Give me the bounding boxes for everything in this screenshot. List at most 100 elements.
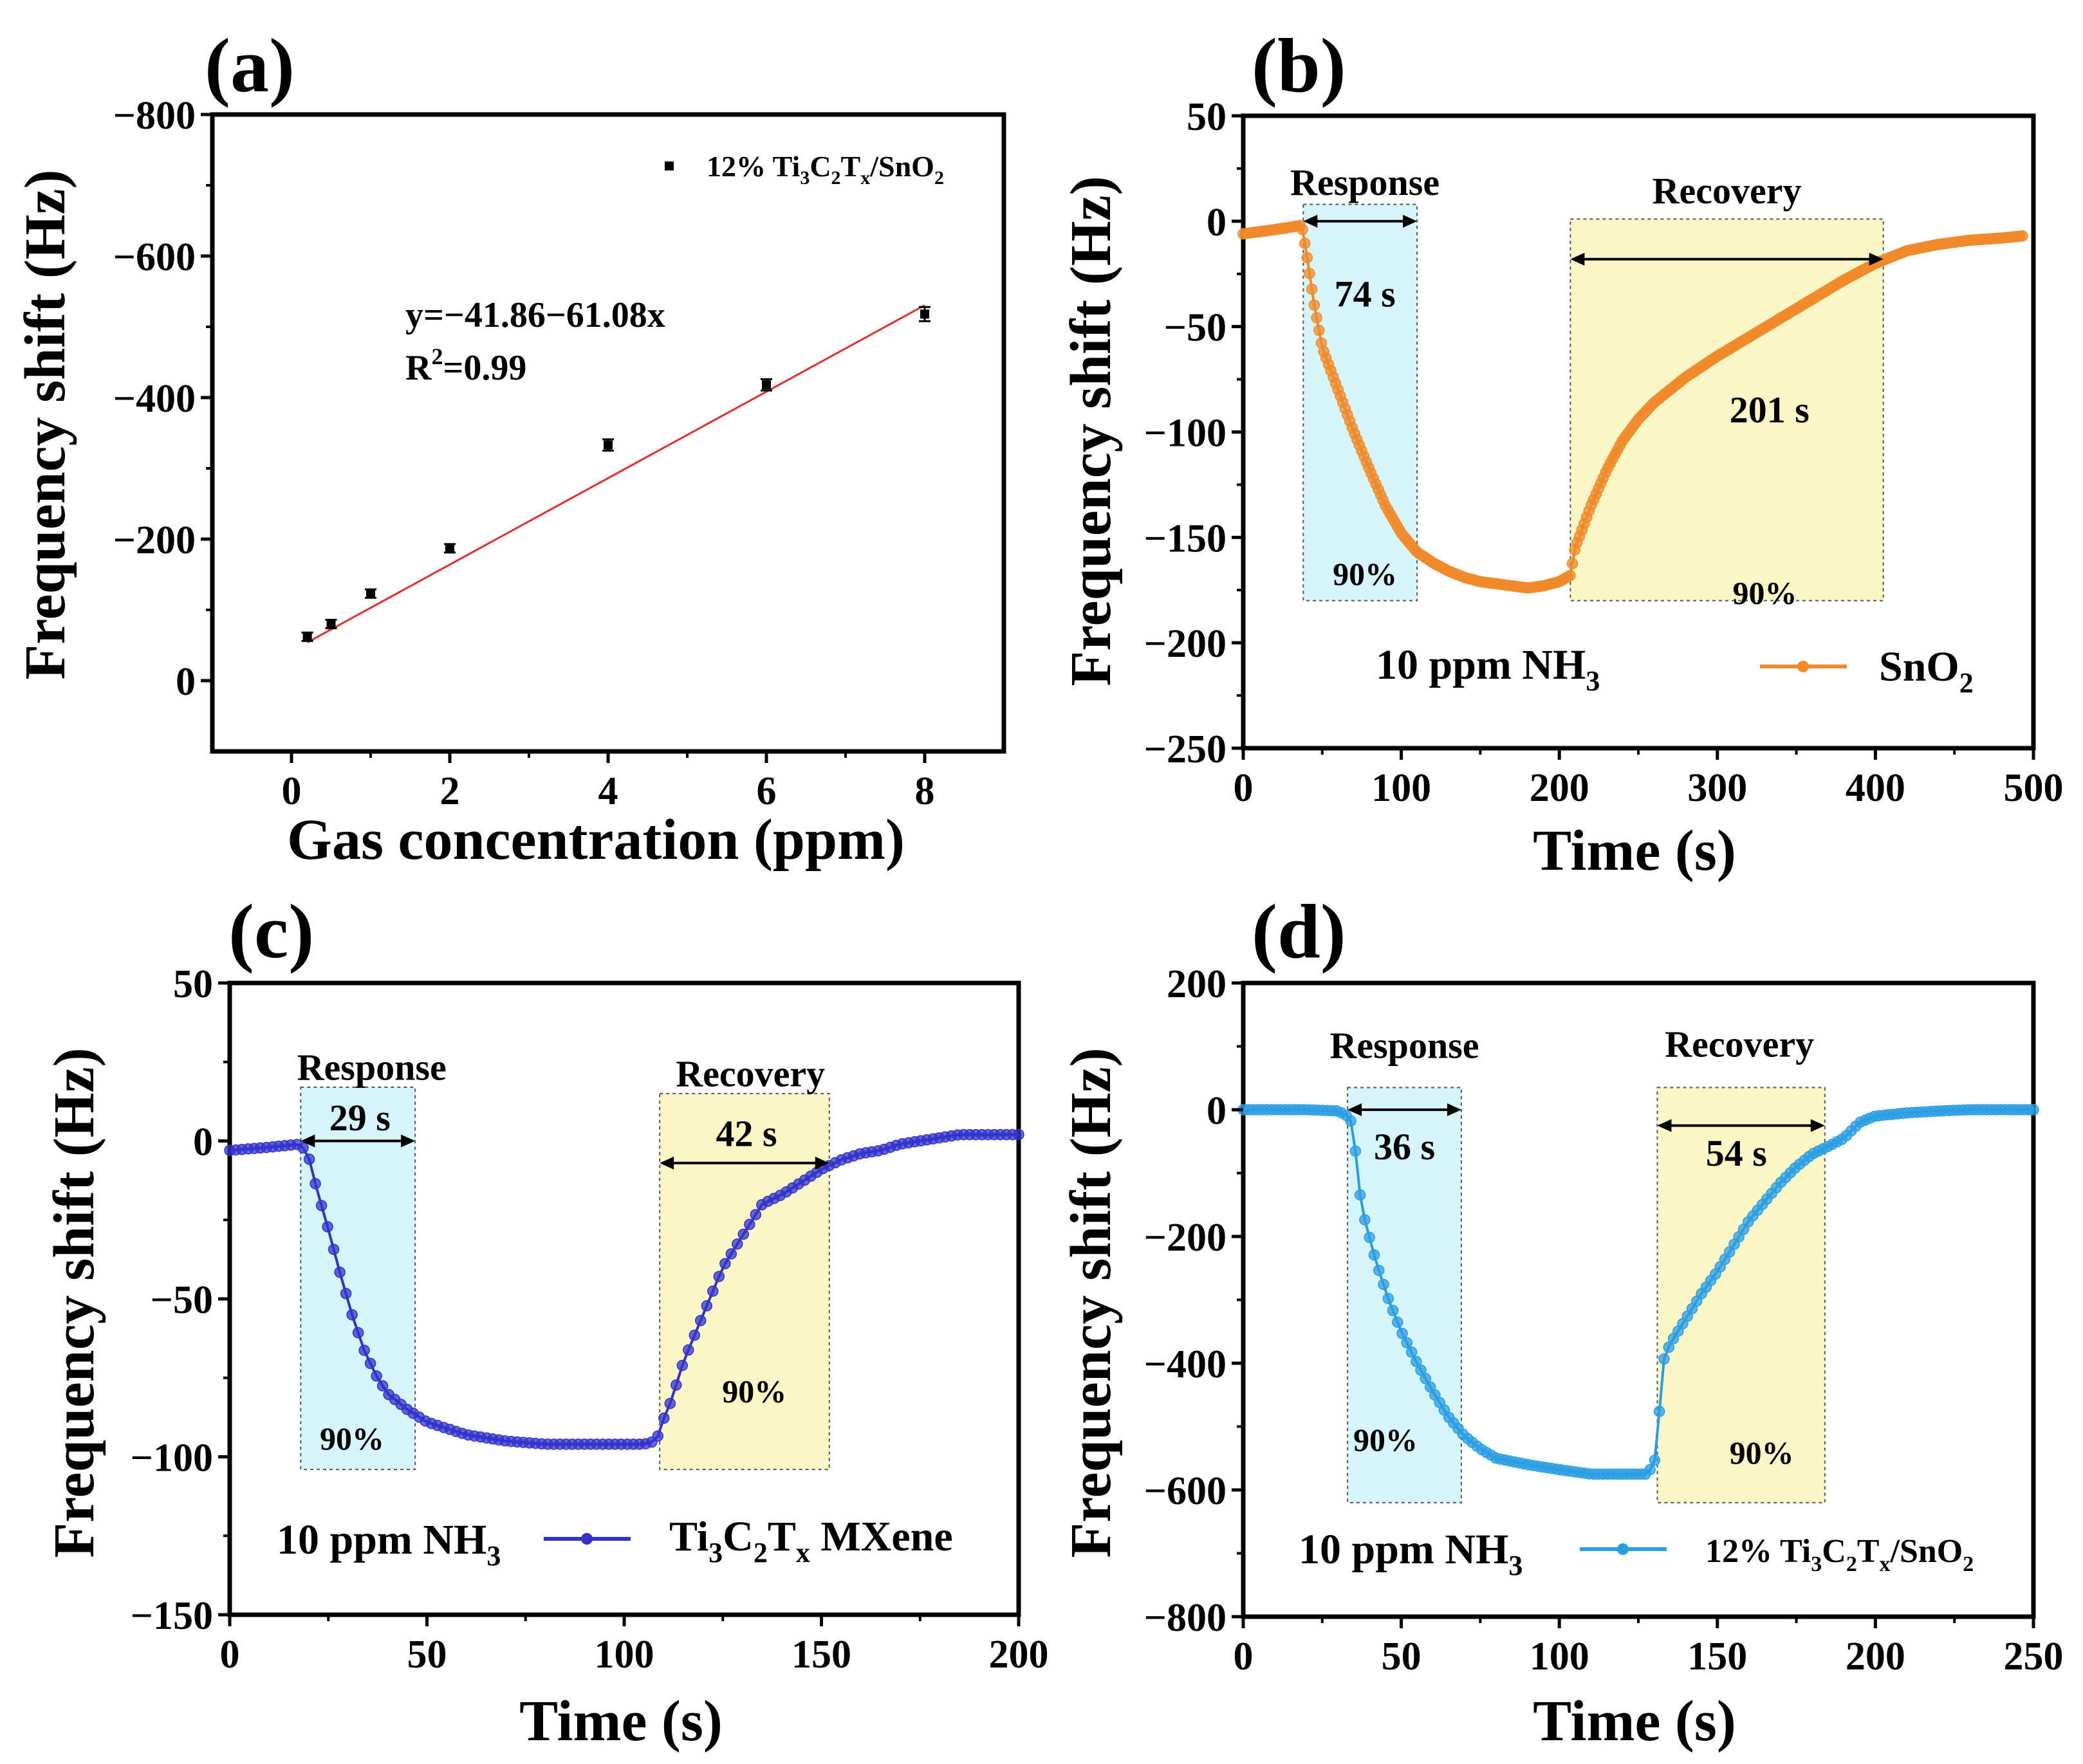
data-marker xyxy=(346,1309,358,1321)
x-tick-label: 200 xyxy=(1846,1635,1905,1678)
data-marker xyxy=(1364,1231,1375,1244)
legend-b: SnO2 xyxy=(1760,643,1974,699)
data-marker xyxy=(1373,1264,1385,1276)
panel-b: (b) 0 100 200 300 400 500 −250 −200 −150 −100 −50 0… xyxy=(1059,23,2064,883)
data-marker xyxy=(1566,558,1578,569)
data-marker xyxy=(683,1344,694,1356)
duration-label: 54 s xyxy=(1706,1132,1767,1174)
legend-label: 12% Ti3C2Tx/SnO2 xyxy=(1705,1533,1974,1576)
region-title: Response xyxy=(1329,1025,1479,1067)
data-marker xyxy=(725,1248,737,1260)
recovery-region xyxy=(1656,1087,1826,1503)
recovery-region xyxy=(659,1092,830,1471)
y-axis-label: Frequency shift (Hz) xyxy=(1059,176,1123,686)
data-marker xyxy=(1354,1189,1366,1201)
data-marker xyxy=(1649,1455,1661,1466)
data-marker xyxy=(1411,1355,1422,1368)
legend-part: /SnO xyxy=(869,150,934,183)
legend-part: /SnO xyxy=(1890,1533,1963,1570)
arrow-head-left xyxy=(1570,252,1585,266)
data-marker xyxy=(1306,283,1318,295)
fit-r-squared: R2=0.99 xyxy=(405,344,526,388)
x-tick-label: 500 xyxy=(2004,766,2064,810)
x-tick-label: 4 xyxy=(598,769,618,813)
data-point xyxy=(301,631,313,642)
data-marker xyxy=(1663,1341,1674,1353)
data-marker xyxy=(376,1380,389,1392)
gas-text: 10 ppm NH xyxy=(1299,1526,1508,1573)
y-tick-label: 200 xyxy=(1167,962,1227,1006)
legend-part: 12% Ti xyxy=(1705,1533,1811,1570)
percent-label: 90% xyxy=(1732,575,1797,611)
legend-sub: 2 xyxy=(934,167,944,188)
data-marker xyxy=(364,1357,376,1370)
x-tick-label: 150 xyxy=(1687,1635,1747,1678)
y-axis-label: Frequency shift (Hz) xyxy=(1059,1047,1123,1557)
data-marker xyxy=(671,1379,682,1391)
data-marker xyxy=(326,620,336,629)
x-axis-label: Time (s) xyxy=(519,1689,723,1753)
duration-label: 74 s xyxy=(1335,273,1396,315)
y-tick-label: −800 xyxy=(113,94,196,138)
data-marker xyxy=(315,1200,328,1211)
legend-part: SnO xyxy=(1879,643,1959,690)
legend-label: SnO2 xyxy=(1879,643,1974,699)
panel-d-label: (d) xyxy=(1252,888,1346,974)
y-tick-label: −800 xyxy=(1144,1596,1227,1640)
legend-part: Ti xyxy=(669,1513,708,1560)
recovery-region xyxy=(1569,218,1884,602)
legend-part: 12% Ti xyxy=(707,150,801,183)
arrow-head-right xyxy=(1447,1103,1461,1116)
legend-sub: 2 xyxy=(1963,1552,1974,1576)
data-point xyxy=(444,543,456,554)
data-marker xyxy=(1304,268,1315,279)
legend-sub: 2 xyxy=(831,167,841,188)
r2-main: R xyxy=(405,348,432,388)
data-marker xyxy=(310,1178,321,1190)
data-marker xyxy=(604,440,613,450)
duration-label: 29 s xyxy=(329,1097,391,1139)
x-axis-label: Gas concentration (ppm) xyxy=(287,808,905,872)
data-marker xyxy=(1299,237,1311,249)
legend-a: 12% Ti3C2Tx/SnO2 xyxy=(665,150,944,188)
data-marker xyxy=(322,1221,333,1233)
data-marker xyxy=(1313,324,1325,336)
gas-label: 10 ppm NH3 xyxy=(1376,641,1600,697)
y-tick-label: 50 xyxy=(173,962,213,1006)
x-tick-label: 50 xyxy=(1382,1635,1421,1678)
arrow-head-right xyxy=(1403,214,1418,228)
legend-label: Ti3C2Tx MXene xyxy=(669,1513,953,1568)
y-tick-label: −50 xyxy=(151,1278,213,1322)
y-tick-label: 0 xyxy=(193,1121,213,1164)
panel-b-label: (b) xyxy=(1252,23,1346,108)
data-marker xyxy=(1392,1316,1403,1328)
data-marker xyxy=(1368,1249,1380,1261)
legend-sub: 3 xyxy=(708,1537,723,1568)
response-arrow xyxy=(1303,214,1418,228)
legend-sub: 3 xyxy=(1811,1552,1822,1576)
fit-line xyxy=(306,304,925,643)
data-marker xyxy=(762,380,771,390)
legend-sub: 3 xyxy=(800,167,810,188)
y-tick-label: −100 xyxy=(1144,412,1227,455)
data-marker xyxy=(1564,569,1576,582)
data-marker xyxy=(1387,1305,1399,1316)
data-marker xyxy=(1382,1292,1394,1305)
data-marker xyxy=(689,1329,701,1341)
data-point xyxy=(365,588,376,599)
data-marker xyxy=(713,1271,725,1282)
legend-marker xyxy=(1797,661,1809,672)
data-marker xyxy=(750,1209,762,1220)
legend-part: C xyxy=(1822,1533,1846,1570)
gas-sub: 3 xyxy=(1586,665,1600,697)
data-marker xyxy=(719,1258,731,1269)
x-tick-label: 0 xyxy=(1234,1635,1254,1678)
data-marker xyxy=(1297,224,1308,235)
data-marker xyxy=(744,1218,755,1231)
y-tick-label: 0 xyxy=(1207,201,1227,244)
y-tick-label: −150 xyxy=(131,1594,213,1638)
data-marker xyxy=(1311,312,1322,324)
data-point xyxy=(919,306,930,322)
fit-equation: y=−41.86−61.08x xyxy=(405,295,665,335)
